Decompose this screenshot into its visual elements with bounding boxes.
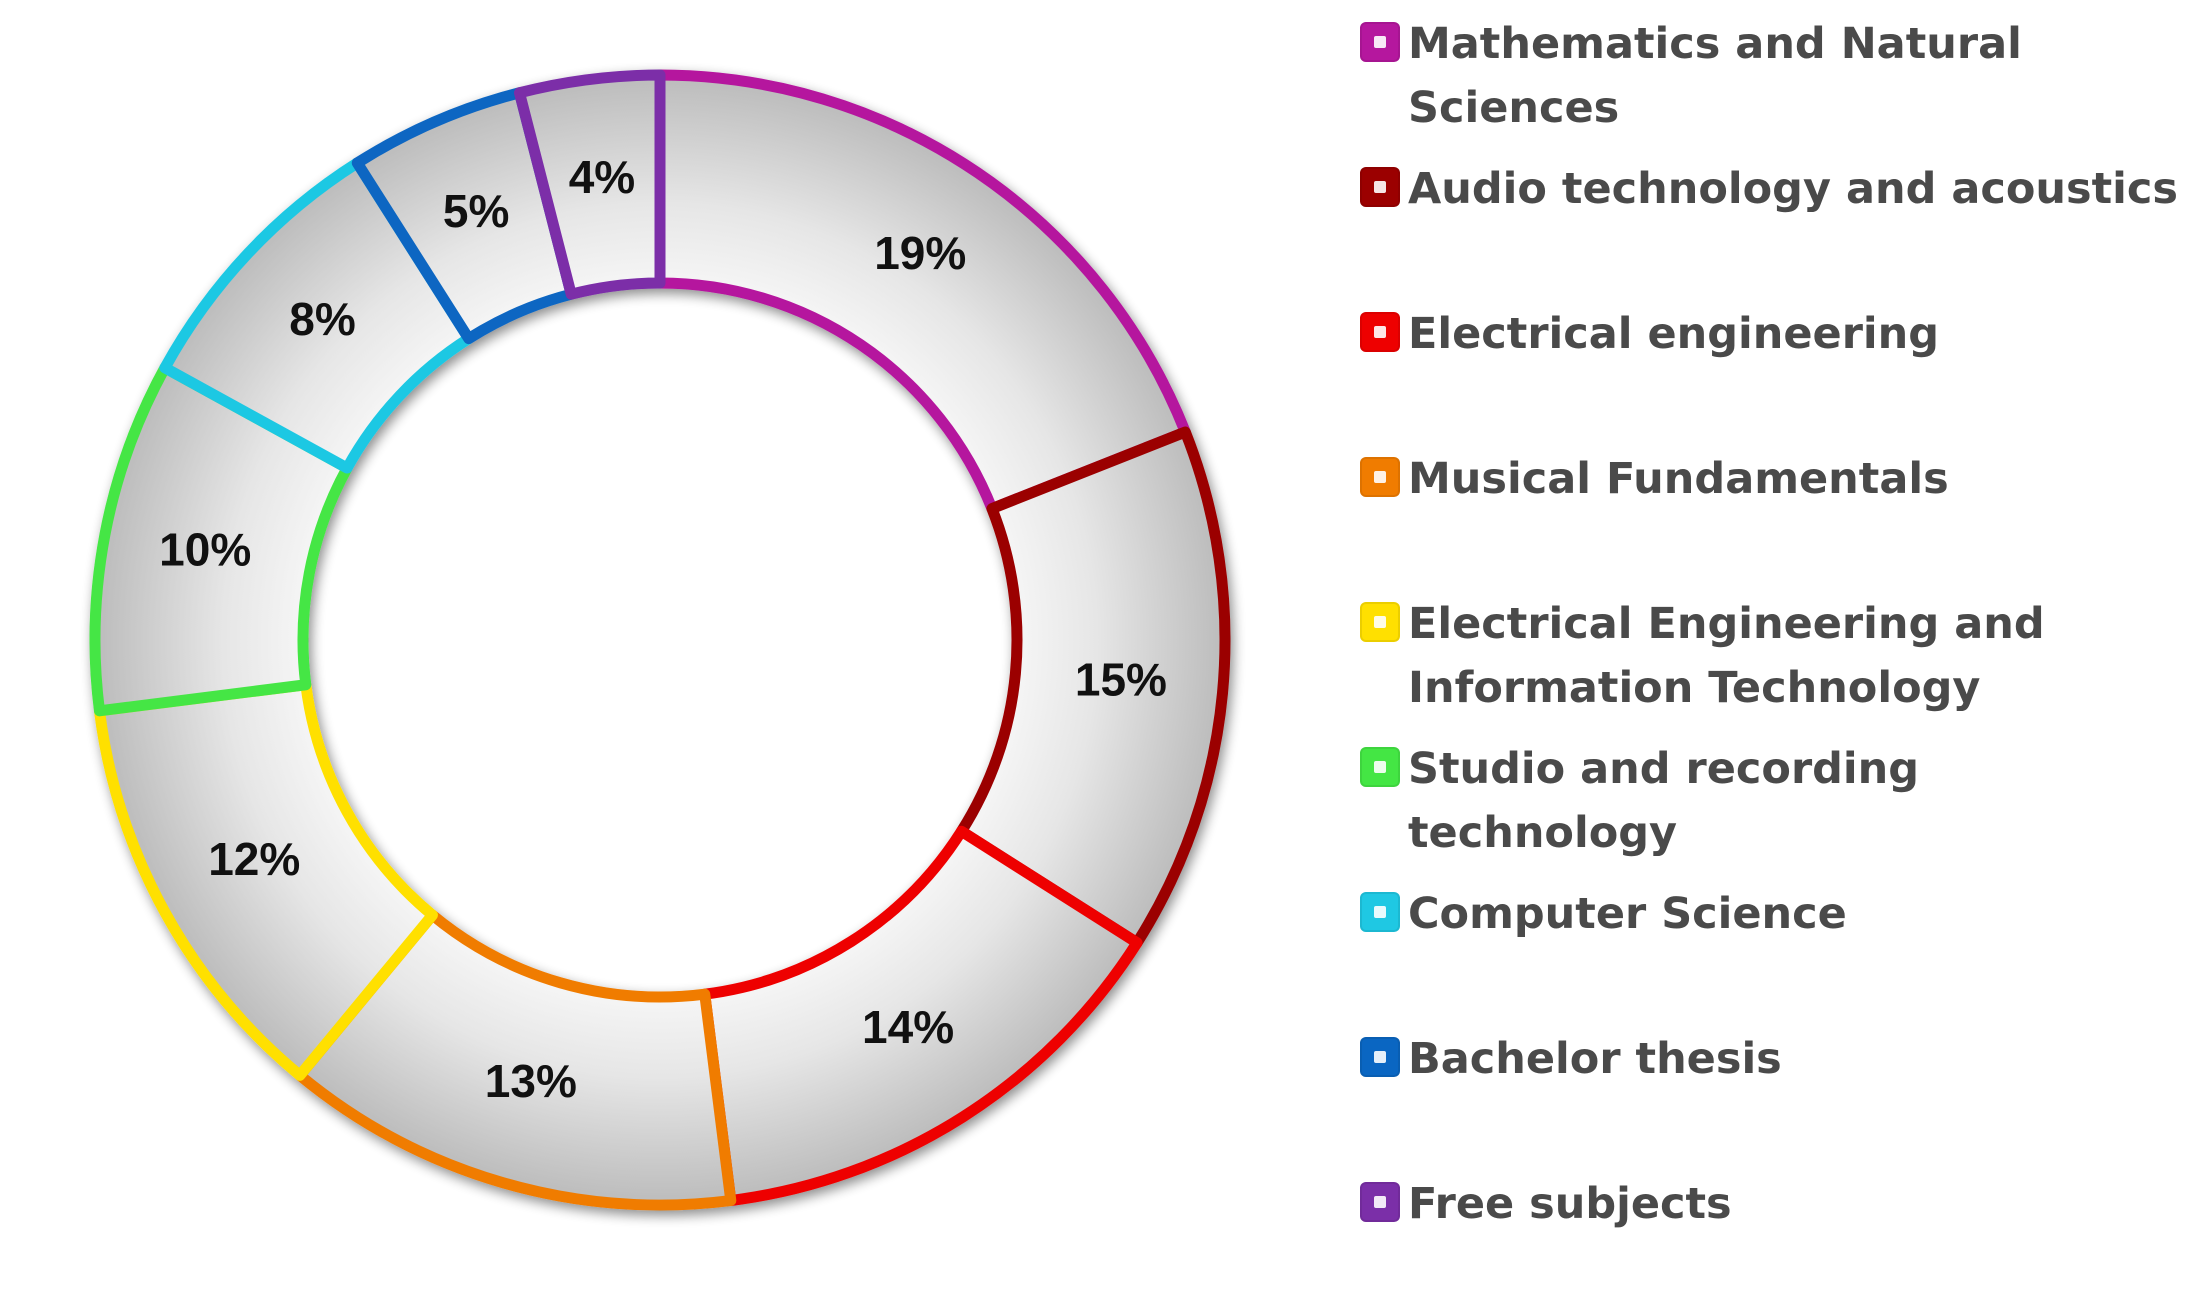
legend-item: Musical Fundamentals <box>1360 447 2200 592</box>
legend-swatch-dot <box>1374 326 1386 338</box>
legend-swatch <box>1360 167 1400 207</box>
donut-slice <box>955 426 1231 949</box>
legend-label: Electrical engineering <box>1408 309 1940 359</box>
legend-item: Audio technology and acoustics <box>1360 157 2200 302</box>
legend-swatch <box>1360 892 1400 932</box>
slice-value-label: 8% <box>289 293 355 345</box>
legend-swatch <box>1360 312 1400 352</box>
legend: Mathematics and Natural Sciences Audio te… <box>1360 12 2200 1300</box>
legend-swatch-dot <box>1374 1196 1386 1208</box>
legend-label: Electrical Engineering and Information T… <box>1408 599 2045 713</box>
donut-slice <box>294 909 737 1211</box>
donut-slice <box>513 69 666 300</box>
legend-label: Computer Science <box>1408 889 1847 939</box>
donut-chart: 19% 15% 14% 13% 12% 10% 8% 5% 4% <box>89 69 1231 1211</box>
legend-label: Audio technology and acoustics <box>1408 164 2178 214</box>
legend-swatch <box>1360 457 1400 497</box>
legend-item: Free subjects <box>1360 1172 2200 1300</box>
label-layer: 19% 15% 14% 13% 12% 10% 8% 5% 4% <box>159 151 1167 1107</box>
legend-swatch-dot <box>1374 181 1386 193</box>
legend-swatch <box>1360 747 1400 787</box>
legend-swatch-dot <box>1374 36 1386 48</box>
legend-item: Computer Science <box>1360 882 2200 1027</box>
legend-item: Electrical engineering <box>1360 302 2200 447</box>
slice-value-label: 10% <box>159 523 251 575</box>
legend-swatch-dot <box>1374 1051 1386 1063</box>
slice-value-label: 12% <box>208 833 300 885</box>
slice-layer <box>89 69 1231 1211</box>
donut-slice <box>654 69 1191 515</box>
legend-swatch-dot <box>1374 616 1386 628</box>
slice-value-label: 4% <box>569 151 635 203</box>
slice-value-label: 14% <box>862 1001 954 1053</box>
legend-swatch-dot <box>1374 761 1386 773</box>
slice-value-label: 5% <box>443 185 509 237</box>
legend-label: Musical Fundamentals <box>1408 454 1949 504</box>
legend-item: Mathematics and Natural Sciences <box>1360 12 2200 157</box>
legend-item: Studio and recording technology <box>1360 737 2200 882</box>
legend-label: Studio and recording technology <box>1408 744 1920 858</box>
legend-swatch <box>1360 1037 1400 1077</box>
slice-value-label: 19% <box>874 227 966 279</box>
legend-swatch-dot <box>1374 906 1386 918</box>
legend-label: Free subjects <box>1408 1179 1732 1229</box>
slice-value-label: 13% <box>485 1055 577 1107</box>
legend-swatch <box>1360 22 1400 62</box>
legend-swatch <box>1360 602 1400 642</box>
legend-label: Mathematics and Natural Sciences <box>1408 19 2022 133</box>
slice-value-label: 15% <box>1075 654 1167 706</box>
legend-label: Bachelor thesis <box>1408 1034 1782 1084</box>
legend-swatch-dot <box>1374 471 1386 483</box>
legend-item: Bachelor thesis <box>1360 1027 2200 1172</box>
donut-slice <box>699 825 1143 1207</box>
legend-swatch <box>1360 1182 1400 1222</box>
legend-item: Electrical Engineering and Information T… <box>1360 592 2200 737</box>
